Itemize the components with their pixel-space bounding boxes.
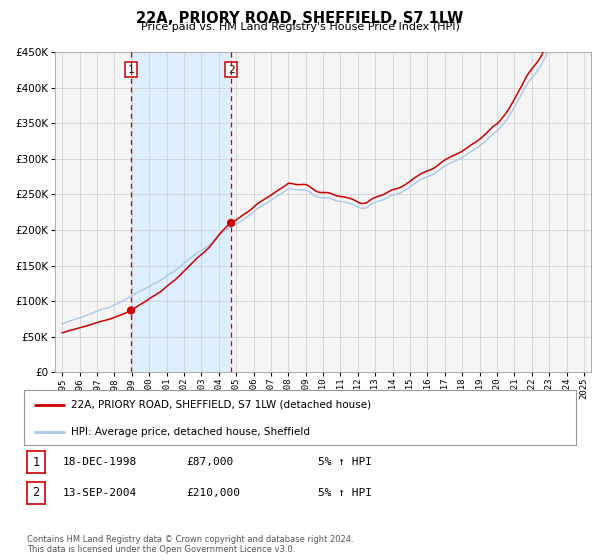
Text: £210,000: £210,000	[186, 488, 240, 498]
Text: £87,000: £87,000	[186, 457, 233, 467]
Text: 1: 1	[32, 455, 40, 469]
Text: 22A, PRIORY ROAD, SHEFFIELD, S7 1LW: 22A, PRIORY ROAD, SHEFFIELD, S7 1LW	[136, 11, 464, 26]
Text: 5% ↑ HPI: 5% ↑ HPI	[318, 457, 372, 467]
Text: Price paid vs. HM Land Registry's House Price Index (HPI): Price paid vs. HM Land Registry's House …	[140, 22, 460, 32]
Point	[226, 218, 236, 227]
Text: 1: 1	[128, 65, 134, 74]
Text: 2: 2	[227, 65, 235, 74]
Text: 2: 2	[32, 487, 40, 500]
Bar	[131, 52, 231, 372]
Text: 22A, PRIORY ROAD, SHEFFIELD, S7 1LW (detached house): 22A, PRIORY ROAD, SHEFFIELD, S7 1LW (det…	[71, 400, 371, 410]
Text: 5% ↑ HPI: 5% ↑ HPI	[318, 488, 372, 498]
Text: Contains HM Land Registry data © Crown copyright and database right 2024.
This d: Contains HM Land Registry data © Crown c…	[27, 535, 353, 554]
Text: HPI: Average price, detached house, Sheffield: HPI: Average price, detached house, Shef…	[71, 427, 310, 437]
Point	[126, 306, 136, 315]
Text: 18-DEC-1998: 18-DEC-1998	[63, 457, 137, 467]
Text: 13-SEP-2004: 13-SEP-2004	[63, 488, 137, 498]
